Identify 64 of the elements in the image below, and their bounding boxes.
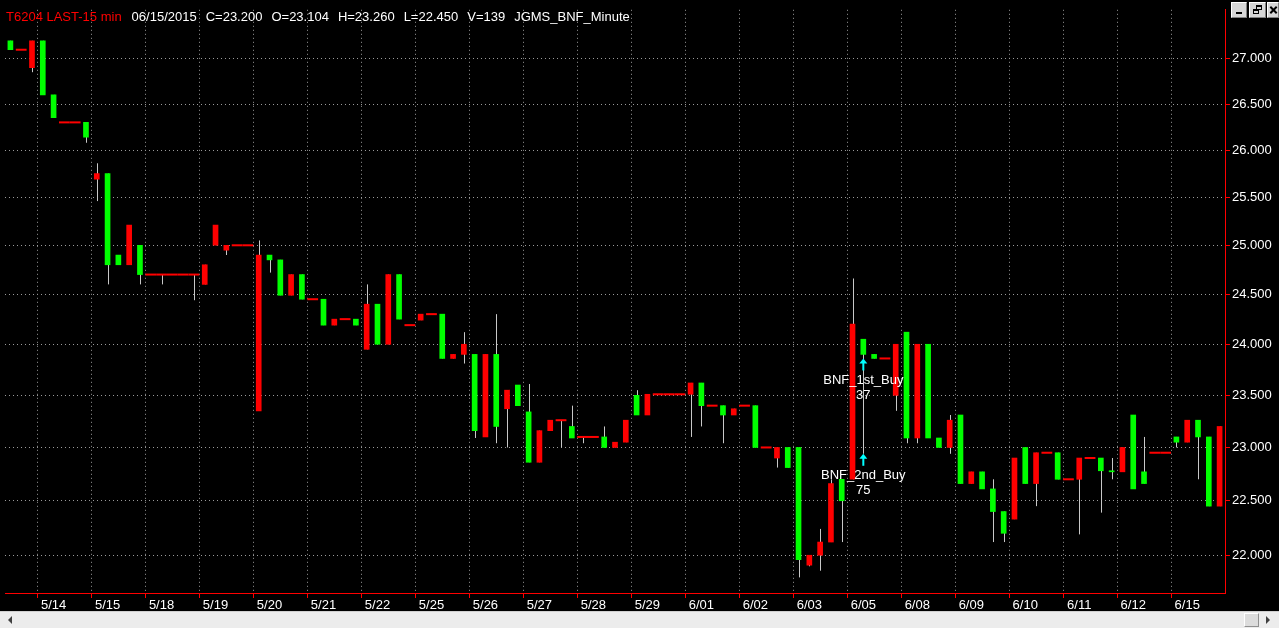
annotation: V=139 xyxy=(467,9,506,25)
x-tick-label: 5/25 xyxy=(418,597,445,613)
x-tick-label: 6/01 xyxy=(688,597,715,613)
y-tick-label: 24.500 xyxy=(1232,285,1272,301)
candlestick xyxy=(201,264,208,285)
y-tick-label: 27.000 xyxy=(1232,50,1272,66)
y-tick-label: 22.500 xyxy=(1232,492,1272,508)
annotation: 06/15/2015 xyxy=(131,9,197,25)
candlestick xyxy=(1000,511,1007,543)
annotation: H=23.260 xyxy=(337,9,395,25)
candlestick xyxy=(288,274,294,296)
y-tick-label: 26.500 xyxy=(1232,95,1272,111)
candlestick xyxy=(212,224,219,246)
x-tick-label: 6/03 xyxy=(796,597,822,613)
candlestick xyxy=(774,446,780,469)
candlestick xyxy=(1098,457,1104,514)
x-tick-label: 6/02 xyxy=(742,597,769,613)
x-tick-label: 5/15 xyxy=(94,597,121,613)
x-tick-label: 5/28 xyxy=(580,597,607,613)
y-tick-label: 23.500 xyxy=(1232,386,1272,402)
candlestick xyxy=(622,419,629,443)
candlestick xyxy=(1076,457,1083,535)
annotation: C=23.200 xyxy=(205,9,263,25)
annotation: O=23.104 xyxy=(271,9,329,25)
x-tick-label: 6/11 xyxy=(1067,597,1092,613)
candlestick xyxy=(720,405,726,444)
x-tick-label: 5/21 xyxy=(310,597,337,613)
x-tick-label: 6/05 xyxy=(850,597,876,613)
x-tick-label: 5/20 xyxy=(256,597,283,613)
annotation: JGMS_BNF_Minute xyxy=(514,9,630,25)
candlestick xyxy=(601,425,608,448)
candlestick xyxy=(568,405,575,439)
x-tick-label: 5/26 xyxy=(472,597,499,613)
x-tick-label: 6/15 xyxy=(1174,597,1200,613)
x-tick-label: 5/19 xyxy=(202,597,229,613)
y-tick-label: 26.000 xyxy=(1232,141,1272,157)
candlestick xyxy=(461,331,467,365)
y-tick-label: 22.000 xyxy=(1232,546,1272,562)
candlestick xyxy=(504,389,510,448)
candlestick xyxy=(83,121,89,144)
candlestick xyxy=(1141,436,1147,485)
x-tick-label: 5/18 xyxy=(148,597,175,613)
y-tick-label: 25.500 xyxy=(1232,188,1272,204)
x-tick-label: 6/08 xyxy=(904,597,930,613)
candlestick xyxy=(93,162,100,202)
x-tick-label: 5/14 xyxy=(40,597,67,613)
candlestick xyxy=(817,528,823,572)
y-tick-label: 24.000 xyxy=(1232,335,1272,351)
y-tick-label: 23.000 xyxy=(1232,439,1272,455)
x-tick-label: 5/22 xyxy=(364,597,391,613)
candlestick xyxy=(1195,419,1201,480)
annotation: L=22.450 xyxy=(403,9,459,25)
candlestick xyxy=(1184,419,1191,443)
candlestick xyxy=(1108,457,1115,480)
x-tick-label: 5/27 xyxy=(526,597,553,613)
x-tick-label: 6/09 xyxy=(958,597,984,613)
y-tick-label: 25.000 xyxy=(1232,236,1272,252)
x-tick-label: 6/10 xyxy=(1012,597,1038,613)
chart-title: T6204 LAST-15 min xyxy=(6,9,122,25)
candlestick xyxy=(990,478,996,543)
x-tick-label: 6/12 xyxy=(1120,597,1146,613)
candlestick xyxy=(784,446,791,469)
x-tick-label: 5/29 xyxy=(634,597,661,613)
candlestick xyxy=(515,384,521,406)
